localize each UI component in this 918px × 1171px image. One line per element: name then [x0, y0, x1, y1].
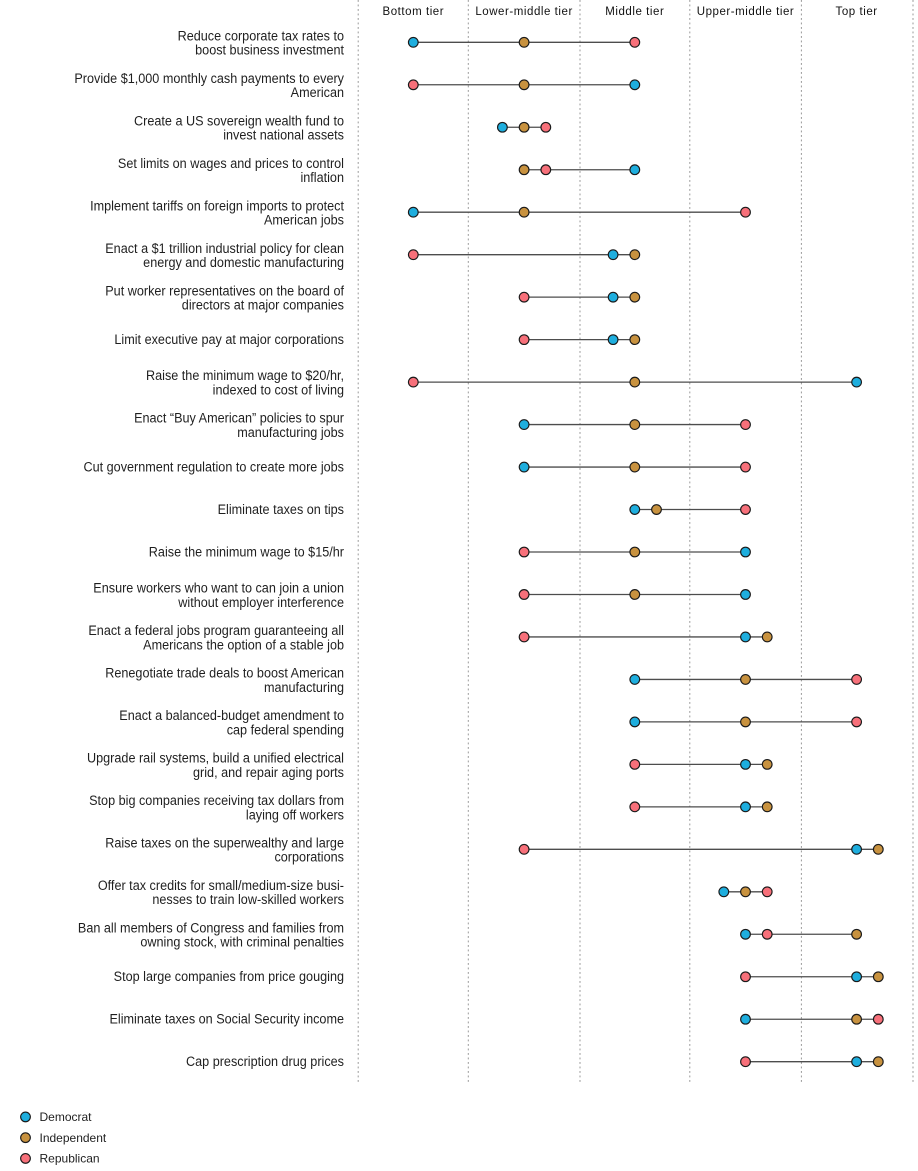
svg-text:owning stock, with criminal pe: owning stock, with criminal penalties: [140, 934, 344, 950]
svg-text:Middle tier: Middle tier: [605, 6, 664, 18]
svg-text:Put worker representatives on: Put worker representatives on the board …: [105, 283, 344, 299]
svg-text:Raise the minimum wage to $15/: Raise the minimum wage to $15/hr: [149, 544, 345, 560]
svg-text:Create a US sovereign wealth f: Create a US sovereign wealth fund to: [134, 113, 344, 129]
svg-text:Republican: Republican: [40, 1152, 100, 1166]
svg-text:indexed to cost of living: indexed to cost of living: [213, 382, 344, 398]
svg-text:Top tier: Top tier: [836, 6, 878, 18]
svg-text:Raise taxes on the superwealth: Raise taxes on the superwealthy and larg…: [105, 835, 344, 851]
svg-text:Offer tax credits for small/me: Offer tax credits for small/medium-size …: [98, 877, 344, 893]
svg-text:Enact a $1 trillion industrial: Enact a $1 trillion industrial policy fo…: [105, 240, 344, 256]
svg-text:Americans the option of a stab: Americans the option of a stable job: [143, 637, 344, 653]
svg-text:invest national assets: invest national assets: [223, 127, 344, 143]
svg-text:American jobs: American jobs: [264, 212, 344, 228]
svg-text:energy and domestic manufactur: energy and domestic manufacturing: [143, 254, 344, 270]
svg-text:Ban all members of Congress an: Ban all members of Congress and families…: [78, 920, 344, 936]
svg-text:Provide $1,000 monthly cash pa: Provide $1,000 monthly cash payments to …: [74, 70, 344, 86]
svg-text:Enact “Buy American” policies: Enact “Buy American” policies to spur: [134, 410, 344, 426]
svg-text:Eliminate taxes on tips: Eliminate taxes on tips: [218, 501, 345, 517]
svg-text:laying off workers: laying off workers: [246, 807, 344, 823]
svg-text:Stop large companies from pric: Stop large companies from price gouging: [114, 968, 344, 984]
svg-text:cap federal spending: cap federal spending: [227, 722, 344, 738]
svg-text:Upper-middle tier: Upper-middle tier: [697, 6, 795, 18]
svg-text:grid, and repair aging ports: grid, and repair aging ports: [193, 764, 344, 780]
svg-text:Reduce corporate tax rates to: Reduce corporate tax rates to: [178, 28, 344, 44]
svg-text:American: American: [291, 85, 344, 101]
svg-text:Eliminate taxes on Social Secu: Eliminate taxes on Social Security incom…: [109, 1011, 344, 1027]
svg-text:Implement tariffs on foreign i: Implement tariffs on foreign imports to …: [90, 198, 344, 214]
svg-text:manufacturing jobs: manufacturing jobs: [237, 424, 344, 440]
svg-text:Enact a balanced-budget amendm: Enact a balanced-budget amendment to: [119, 707, 344, 723]
svg-text:Raise the minimum wage to $20/: Raise the minimum wage to $20/hr,: [146, 368, 344, 384]
svg-text:Ensure workers who want to can: Ensure workers who want to can join a un…: [93, 580, 344, 596]
svg-text:Upgrade rail systems, build a: Upgrade rail systems, build a unified el…: [87, 750, 344, 766]
svg-text:Enact a federal jobs program g: Enact a federal jobs program guaranteein…: [88, 622, 344, 638]
svg-text:manufacturing: manufacturing: [264, 679, 344, 695]
svg-text:nesses to train low-skilled wo: nesses to train low-skilled workers: [152, 892, 344, 908]
svg-text:directors at major companies: directors at major companies: [182, 297, 344, 313]
svg-text:Set limits on wages and prices: Set limits on wages and prices to contro…: [118, 155, 344, 171]
svg-text:corporations: corporations: [274, 849, 344, 865]
svg-text:boost business investment: boost business investment: [195, 42, 344, 58]
svg-text:Stop big companies receiving t: Stop big companies receiving tax dollars…: [89, 792, 344, 808]
svg-text:inflation: inflation: [300, 170, 344, 186]
svg-text:Democrat: Democrat: [40, 1110, 93, 1124]
svg-text:without employer interference: without employer interference: [177, 594, 344, 610]
svg-text:Lower-middle tier: Lower-middle tier: [475, 6, 573, 18]
svg-text:Independent: Independent: [40, 1131, 107, 1145]
svg-text:Renegotiate trade deals to boo: Renegotiate trade deals to boost America…: [105, 665, 344, 681]
svg-text:Limit executive pay at major c: Limit executive pay at major corporation…: [114, 331, 344, 347]
svg-text:Cap prescription drug prices: Cap prescription drug prices: [186, 1053, 344, 1069]
svg-text:Bottom tier: Bottom tier: [382, 6, 444, 18]
svg-text:Cut government regulation to c: Cut government regulation to create more…: [83, 459, 344, 475]
